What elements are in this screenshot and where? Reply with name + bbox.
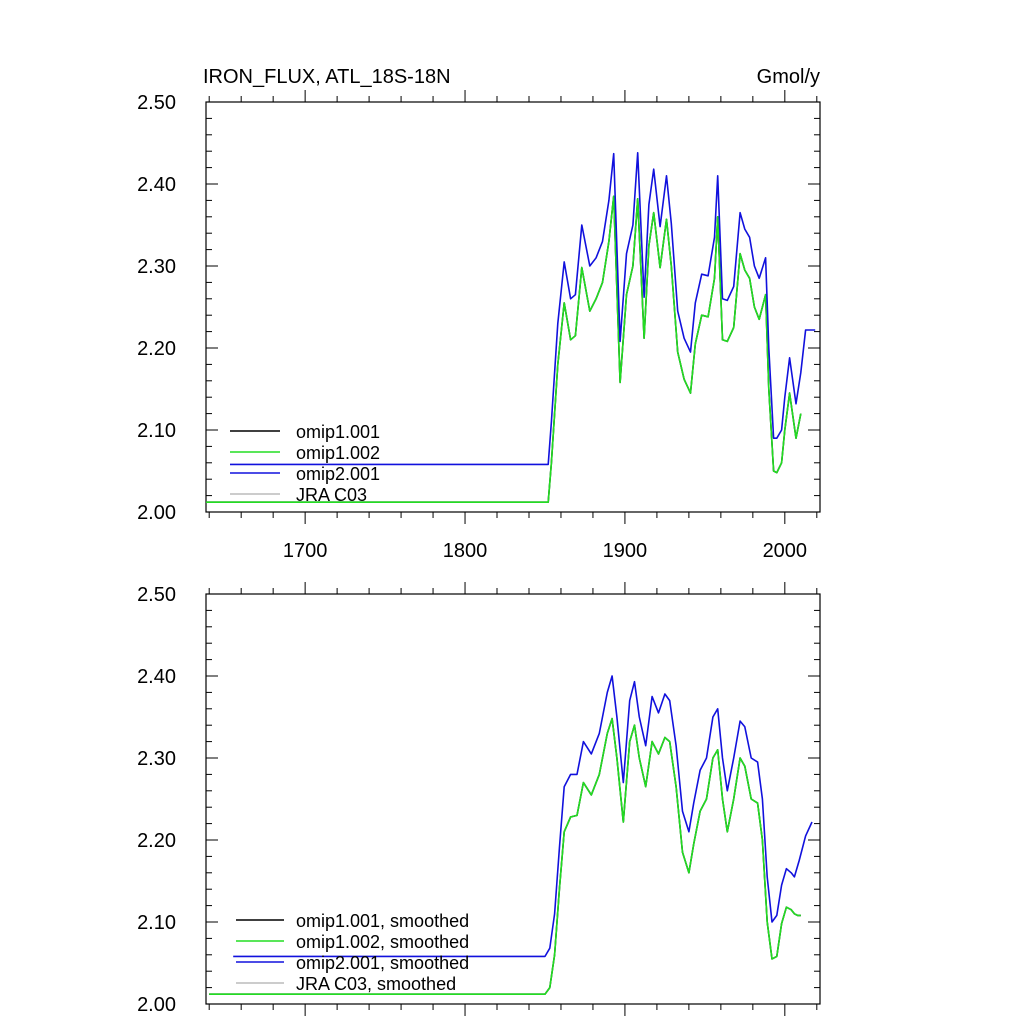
y-tick-label: 2.50 xyxy=(137,92,176,114)
legend-label: omip1.002 xyxy=(296,443,380,463)
y-tick-label: 2.00 xyxy=(137,994,176,1016)
series-line-omip1-002 xyxy=(206,195,802,503)
y-tick-label: 2.20 xyxy=(137,338,176,360)
series-line-omip2-001 xyxy=(230,152,816,466)
x-tick-label: 2000 xyxy=(763,540,808,562)
plot-frame xyxy=(205,101,821,513)
series-line-omip1-002 xyxy=(209,717,801,995)
y-tick-label: 2.10 xyxy=(137,420,176,442)
legend-label: omip2.001 xyxy=(296,464,380,484)
legend-label: JRA C03 xyxy=(296,485,367,505)
legend-label: omip2.001, smoothed xyxy=(296,953,469,973)
figure-units: Gmol/y xyxy=(757,66,820,88)
legend-label: omip1.001 xyxy=(296,422,380,442)
y-tick-label: 2.50 xyxy=(137,584,176,606)
y-tick-label: 2.30 xyxy=(137,256,176,278)
series-line-omip2-001 xyxy=(233,675,813,958)
y-tick-label: 2.30 xyxy=(137,748,176,770)
legend-label: omip1.002, smoothed xyxy=(296,932,469,952)
panel-top: 2.00 2.10 2.20 2.30 2.40 2.50 1700 1800 1900 2000… xyxy=(137,90,821,562)
panel-bottom: 2.00 2.10 2.20 2.30 2.40 2.50 omip1.001, smoot… xyxy=(137,582,821,1016)
plot-frame xyxy=(205,593,821,1005)
x-tick-label: 1700 xyxy=(283,540,328,562)
y-tick-label: 2.00 xyxy=(137,502,176,524)
y-tick-label: 2.10 xyxy=(137,912,176,934)
y-tick-label: 2.40 xyxy=(137,174,176,196)
y-tick-label: 2.20 xyxy=(137,830,176,852)
x-tick-label: 1800 xyxy=(443,540,488,562)
legend-label: JRA C03, smoothed xyxy=(296,974,456,994)
y-tick-label: 2.40 xyxy=(137,666,176,688)
legend-label: omip1.001, smoothed xyxy=(296,911,469,931)
figure-title: IRON_FLUX, ATL_18S-18N xyxy=(203,66,451,88)
x-tick-label: 1900 xyxy=(603,540,648,562)
